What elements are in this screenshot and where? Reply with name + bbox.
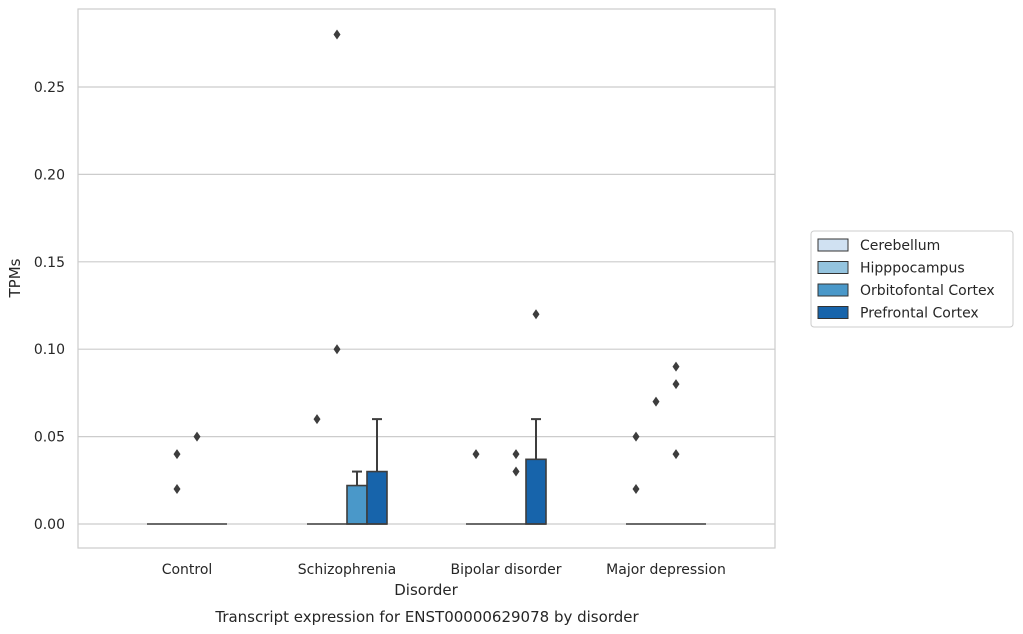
grid-lines — [78, 86, 775, 525]
y-tick-label: 0.05 — [34, 430, 65, 446]
outlier-point — [173, 484, 181, 495]
boxes — [147, 29, 706, 525]
outlier-point — [173, 449, 181, 460]
legend-label: Cerebellum — [860, 238, 940, 254]
outlier-point — [672, 449, 680, 460]
y-tick-label: 0.10 — [34, 342, 65, 358]
legend-swatch — [817, 283, 849, 297]
outlier-point — [313, 414, 321, 425]
y-tick-label: 0.00 — [34, 517, 65, 533]
legend-swatch — [817, 261, 849, 274]
x-tick-label: Bipolar disorder — [450, 562, 561, 578]
y-axis-label: TPMs — [6, 258, 24, 298]
outlier-point — [652, 396, 660, 407]
legend-swatch — [817, 238, 849, 252]
outlier-point — [532, 309, 540, 320]
outlier-point — [472, 449, 480, 460]
outlier-point — [512, 466, 520, 477]
y-tick-labels: 0.00 0.05 0.10 0.15 0.20 0.25 — [34, 80, 65, 533]
outlier-point — [333, 29, 341, 40]
outlier-point — [333, 344, 341, 355]
y-tick-label: 0.25 — [34, 80, 65, 96]
y-tick-label: 0.15 — [34, 255, 65, 271]
outlier-point — [193, 431, 201, 442]
chart-caption: Transcript expression for ENST0000062907… — [214, 608, 639, 626]
box — [346, 484, 368, 525]
outlier-point — [632, 431, 640, 442]
x-axis-label: Disorder — [394, 581, 458, 599]
box — [525, 458, 547, 525]
outlier-point — [632, 484, 640, 495]
x-tick-label: Control — [162, 562, 213, 578]
x-tick-label: Schizophrenia — [298, 562, 396, 578]
box — [366, 470, 388, 525]
x-tick-label: Major depression — [606, 562, 726, 578]
outlier-point — [672, 379, 680, 390]
x-tick-labels: Control Schizophrenia Bipolar disorder Majo… — [162, 562, 726, 578]
plot-frame — [77, 8, 776, 549]
legend-swatch — [817, 306, 849, 319]
legend-label: Hipppocampus — [860, 261, 965, 277]
legend-label: Orbitofontal Cortex — [860, 283, 995, 299]
outlier-point — [672, 361, 680, 372]
legend-label: Prefrontal Cortex — [860, 306, 979, 322]
outlier-point — [512, 449, 520, 460]
y-tick-label: 0.20 — [34, 167, 65, 183]
legend-frame — [810, 230, 1014, 328]
legend: Cerebellum Hipppocampus Orbitofontal Corte… — [810, 230, 1014, 328]
